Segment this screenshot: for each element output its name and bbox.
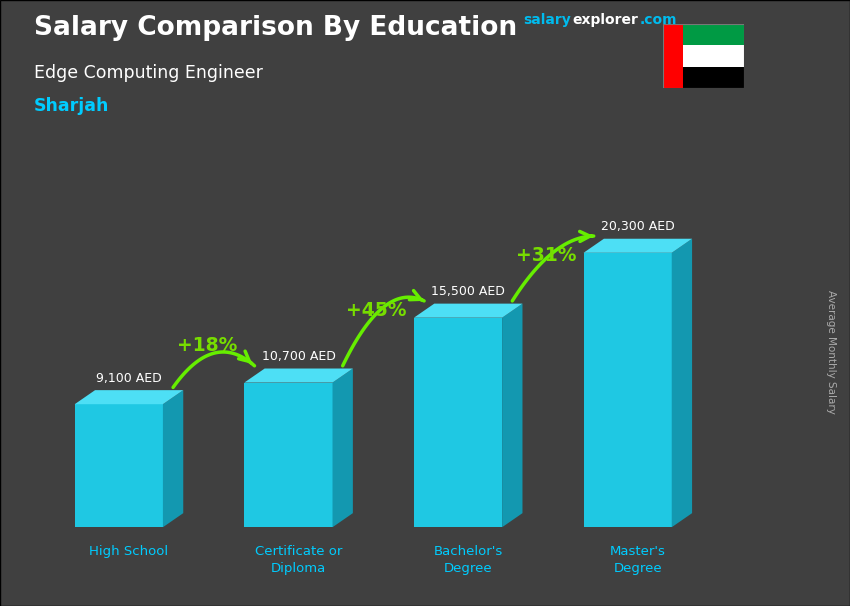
Bar [663,67,744,88]
Polygon shape [414,318,502,527]
Text: Master's
Degree: Master's Degree [609,545,666,575]
Text: 9,100 AED: 9,100 AED [96,372,162,385]
Text: Sharjah: Sharjah [34,97,110,115]
Text: +18%: +18% [177,336,237,355]
Polygon shape [502,304,523,527]
Polygon shape [672,239,692,527]
Polygon shape [584,239,692,253]
Text: Edge Computing Engineer: Edge Computing Engineer [34,64,263,82]
Bar [663,24,683,88]
Text: 15,500 AED: 15,500 AED [431,285,505,298]
Polygon shape [414,304,523,318]
Text: 10,700 AED: 10,700 AED [262,350,336,363]
Polygon shape [584,253,672,527]
Polygon shape [244,382,332,527]
Text: Bachelor's
Degree: Bachelor's Degree [434,545,503,575]
Text: Certificate or
Diploma: Certificate or Diploma [255,545,343,575]
Polygon shape [163,390,184,527]
Text: Salary Comparison By Education: Salary Comparison By Education [34,15,517,41]
Polygon shape [75,404,163,527]
Polygon shape [244,368,353,382]
Bar [663,24,744,45]
Text: +45%: +45% [346,301,407,320]
Text: .com: .com [639,13,677,27]
Text: salary: salary [523,13,570,27]
Polygon shape [332,368,353,527]
Text: High School: High School [89,545,168,558]
Text: 20,300 AED: 20,300 AED [601,221,675,233]
Text: +31%: +31% [516,246,576,265]
Polygon shape [75,390,184,404]
Bar [663,45,744,67]
Text: Average Monthly Salary: Average Monthly Salary [826,290,836,413]
Text: explorer: explorer [572,13,638,27]
